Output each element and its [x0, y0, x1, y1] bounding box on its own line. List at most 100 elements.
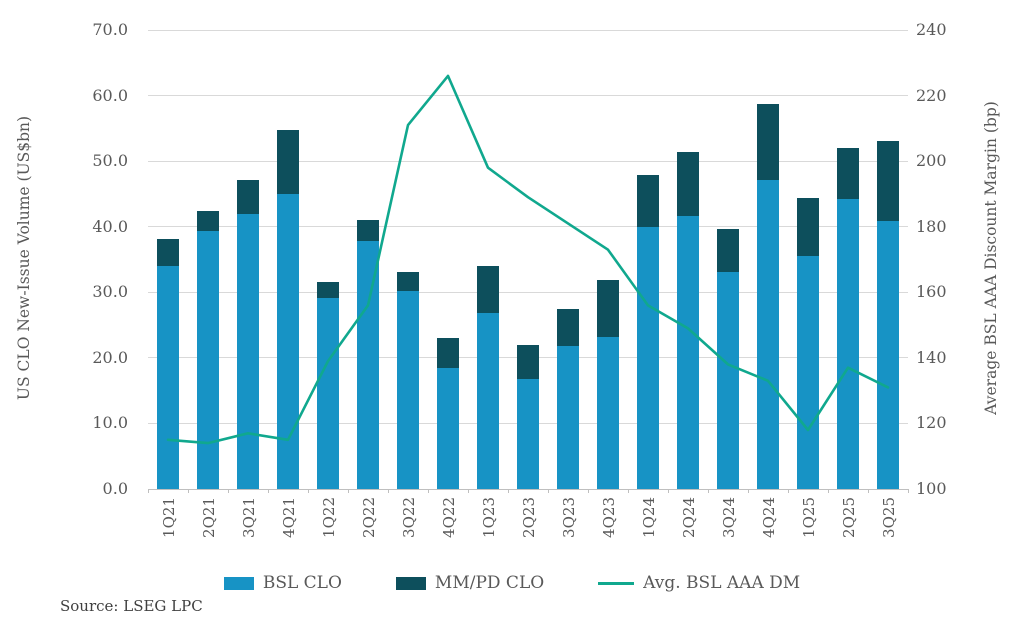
x-axis-tick-mark — [308, 489, 309, 493]
left-axis-title: US CLO New-Issue Volume (US$bn) — [15, 115, 33, 401]
x-axis-tick-label: 4Q23 — [600, 497, 618, 538]
x-axis-tick-label: 4Q21 — [280, 497, 298, 538]
x-axis-tick-mark — [748, 489, 749, 493]
bar-segment-bsl-clo — [757, 180, 779, 489]
x-axis-tick-mark — [828, 489, 829, 493]
right-axis-tick-label: 200 — [916, 151, 947, 171]
legend-label: MM/PD CLO — [434, 573, 545, 593]
x-axis-tick-label: 1Q22 — [320, 497, 338, 538]
bar-segment-mmpd-clo — [597, 279, 619, 337]
gridline — [148, 160, 908, 162]
bar-segment-mmpd-clo — [837, 148, 859, 200]
bar-segment-bsl-clo — [317, 298, 339, 489]
gridline — [148, 29, 908, 31]
x-axis-tick-label: 3Q21 — [240, 497, 258, 538]
x-axis-tick-mark — [508, 489, 509, 493]
legend-label: BSL CLO — [262, 573, 342, 593]
left-axis-tick-label: 40.0 — [92, 216, 128, 236]
left-axis-tick-label: 50.0 — [92, 151, 128, 171]
x-axis-tick-mark — [788, 489, 789, 493]
left-axis-tick-label: 0.0 — [102, 479, 128, 498]
left-axis-tick-label: 30.0 — [92, 282, 128, 302]
legend-item-avg-dm: Avg. BSL AAA DM — [598, 573, 800, 593]
bar-segment-mmpd-clo — [437, 338, 459, 368]
right-axis-title: Average BSL AAA Discount Margin (bp) — [982, 101, 1000, 415]
bar-segment-mmpd-clo — [157, 238, 179, 267]
bar-2q25 — [837, 148, 859, 489]
x-axis-tick-label: 1Q21 — [160, 497, 178, 538]
bar-segment-mmpd-clo — [677, 151, 699, 217]
right-axis-tick-label: 240 — [916, 20, 947, 39]
bar-segment-mmpd-clo — [757, 104, 779, 181]
bar-segment-mmpd-clo — [477, 266, 499, 314]
bar-segment-mmpd-clo — [237, 180, 259, 214]
right-axis-tick-label: 120 — [916, 413, 947, 433]
source-note: Source: LSEG LPC — [60, 597, 203, 615]
bar-4q21 — [277, 129, 299, 489]
gridline — [148, 488, 908, 490]
bar-3q24 — [717, 229, 739, 489]
bar-3q25 — [877, 141, 899, 489]
bar-segment-bsl-clo — [717, 271, 739, 489]
bar-segment-bsl-clo — [397, 290, 419, 489]
x-axis-tick-mark — [468, 489, 469, 493]
bar-1q21 — [157, 238, 179, 489]
bar-segment-mmpd-clo — [197, 210, 219, 231]
bar-segment-mmpd-clo — [797, 197, 819, 256]
right-axis-tick-label: 220 — [916, 85, 947, 105]
x-axis-tick-mark — [908, 489, 909, 493]
x-axis-tick-label: 1Q23 — [480, 497, 498, 538]
x-axis-tick-label: 2Q23 — [520, 497, 538, 538]
x-axis-tick-mark — [268, 489, 269, 493]
bar-segment-bsl-clo — [557, 346, 579, 489]
bar-segment-bsl-clo — [877, 221, 899, 489]
bar-3q23 — [557, 308, 579, 489]
x-axis-tick-label: 2Q24 — [680, 497, 698, 538]
bar-segment-bsl-clo — [357, 241, 379, 489]
x-axis-tick-label: 3Q23 — [560, 497, 578, 538]
bar-segment-bsl-clo — [237, 213, 259, 489]
bar-4q24 — [757, 104, 779, 489]
bar-segment-bsl-clo — [157, 266, 179, 489]
x-axis-tick-label: 2Q21 — [200, 497, 218, 538]
x-axis-tick-label: 4Q24 — [760, 497, 778, 538]
bar-1q24 — [637, 174, 659, 489]
gridline — [148, 95, 908, 97]
right-axis-tick-label: 100 — [916, 479, 947, 498]
x-axis-tick-mark — [228, 489, 229, 493]
x-axis-tick-label: 3Q24 — [720, 497, 738, 538]
x-axis-tick-label: 2Q25 — [840, 497, 858, 538]
mmpd-clo-swatch-icon — [395, 576, 426, 590]
left-axis-tick-label: 10.0 — [92, 413, 128, 433]
gridline — [148, 226, 908, 228]
left-axis-tick-label: 20.0 — [92, 347, 128, 367]
x-axis-tick-mark — [588, 489, 589, 493]
bar-segment-mmpd-clo — [877, 141, 899, 222]
bar-4q23 — [597, 279, 619, 489]
x-axis-tick-mark — [708, 489, 709, 493]
bar-segment-mmpd-clo — [717, 229, 739, 272]
bar-segment-mmpd-clo — [557, 308, 579, 347]
bar-segment-mmpd-clo — [357, 220, 379, 242]
bar-1q25 — [797, 197, 819, 489]
bar-segment-bsl-clo — [677, 216, 699, 489]
bar-segment-mmpd-clo — [317, 282, 339, 299]
bsl-clo-swatch-icon — [223, 576, 254, 590]
bar-segment-bsl-clo — [837, 199, 859, 489]
x-axis-tick-label: 1Q24 — [640, 497, 658, 538]
x-axis-tick-mark — [628, 489, 629, 493]
x-axis-tick-label: 2Q22 — [360, 497, 378, 538]
right-axis-tick-label: 160 — [916, 282, 947, 302]
x-axis-tick-label: 4Q22 — [440, 497, 458, 538]
bar-segment-bsl-clo — [277, 193, 299, 489]
right-axis-tick-label: 180 — [916, 216, 947, 236]
bar-2q22 — [357, 220, 379, 489]
gridline — [148, 291, 908, 293]
bar-segment-bsl-clo — [637, 226, 659, 489]
legend-item-bsl-clo: BSL CLO — [223, 573, 342, 593]
bar-segment-mmpd-clo — [517, 344, 539, 379]
bar-segment-bsl-clo — [797, 255, 819, 489]
bar-segment-mmpd-clo — [277, 129, 299, 194]
bar-1q23 — [477, 266, 499, 489]
